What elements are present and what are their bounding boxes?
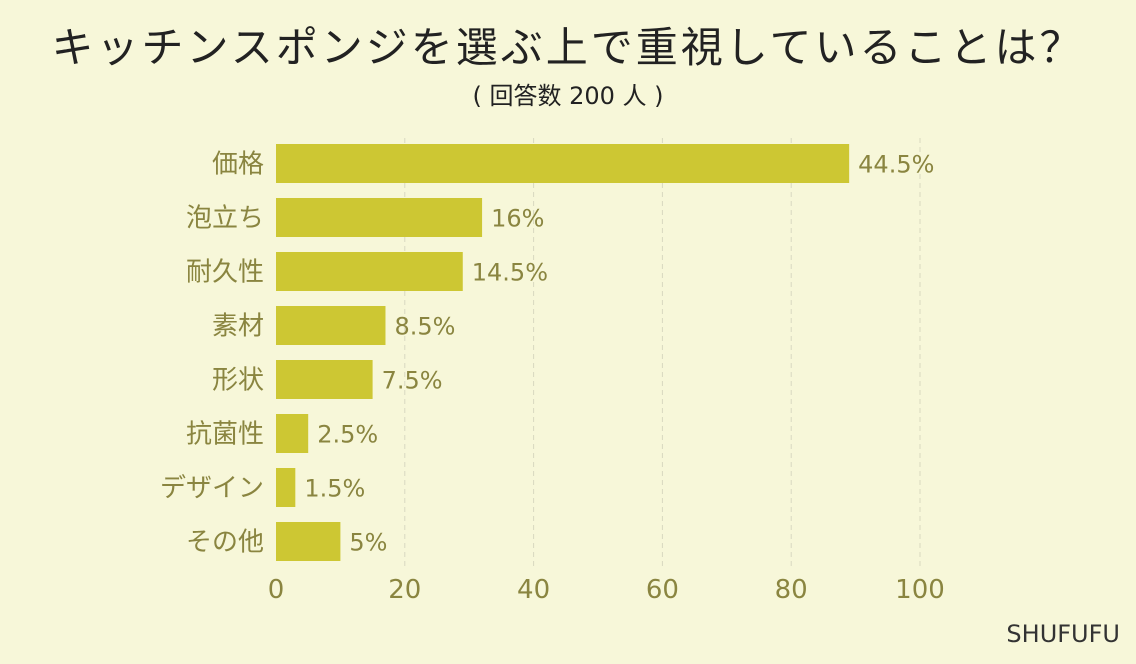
bar — [276, 252, 463, 291]
chart-subtitle: ( 回答数 200 人 ) — [472, 82, 664, 110]
bar — [276, 522, 341, 561]
data-label: 7.5% — [382, 367, 443, 395]
x-tick-label: 60 — [646, 575, 679, 605]
bar — [276, 414, 309, 453]
data-label: 5% — [349, 529, 387, 557]
bar — [276, 468, 296, 507]
category-label: 泡立ち — [186, 204, 264, 234]
x-tick-label: 80 — [775, 575, 808, 605]
category-label: 抗菌性 — [186, 420, 264, 450]
data-label: 1.5% — [304, 475, 365, 503]
category-label: 耐久性 — [186, 258, 264, 288]
bar — [276, 144, 850, 183]
bar — [276, 198, 483, 237]
category-label: その他 — [186, 528, 264, 558]
category-label: デザイン — [160, 474, 264, 504]
data-label: 16% — [491, 205, 544, 233]
category-label: 形状 — [212, 366, 264, 396]
brand-logo: SHUFUFU — [1006, 620, 1120, 648]
category-label: 素材 — [212, 312, 264, 342]
data-label: 2.5% — [317, 421, 378, 449]
bar — [276, 360, 373, 399]
data-label: 14.5% — [472, 259, 548, 287]
data-label: 8.5% — [394, 313, 455, 341]
category-label: 価格 — [212, 150, 264, 180]
x-tick-label: 100 — [895, 575, 945, 605]
bar — [276, 306, 386, 345]
chart-title: キッチンスポンジを選ぶ上で重視していることは？ — [51, 23, 1085, 72]
x-tick-label: 40 — [517, 575, 550, 605]
x-tick-label: 20 — [388, 575, 421, 605]
x-tick-label: 0 — [268, 575, 285, 605]
data-label: 44.5% — [858, 151, 934, 179]
